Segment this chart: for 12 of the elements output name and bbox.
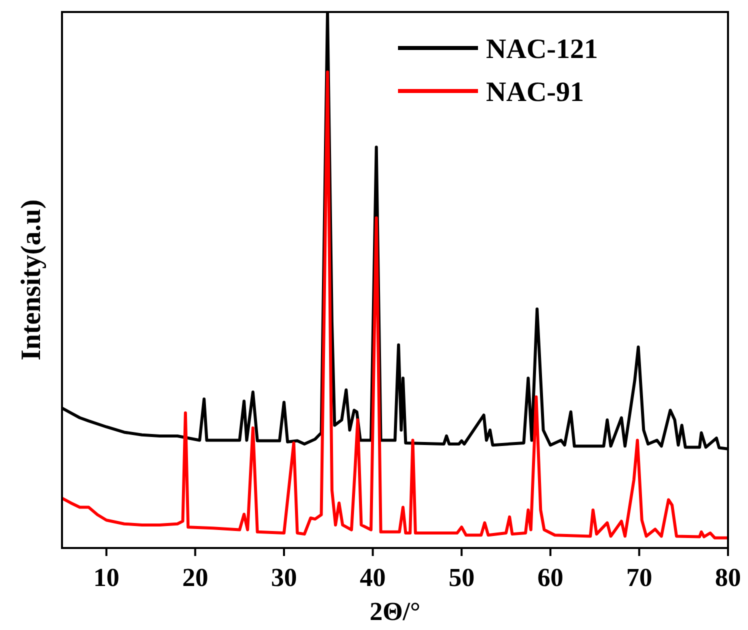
x-tick-label: 20 <box>182 563 208 592</box>
x-axis-title: 2Θ/° <box>370 597 420 626</box>
y-axis-title: Intensity(a.u) <box>16 199 47 361</box>
x-tick-label: 30 <box>271 563 297 592</box>
legend-label: NAC-121 <box>486 34 598 65</box>
x-tick-label: 70 <box>626 563 652 592</box>
x-tick-label: 80 <box>715 563 741 592</box>
x-tick-label: 50 <box>448 563 475 592</box>
x-tick-label: 10 <box>93 563 120 592</box>
x-tick-label: 40 <box>360 563 386 592</box>
legend-label: NAC-91 <box>486 77 584 108</box>
x-tick-label: 60 <box>537 563 564 592</box>
